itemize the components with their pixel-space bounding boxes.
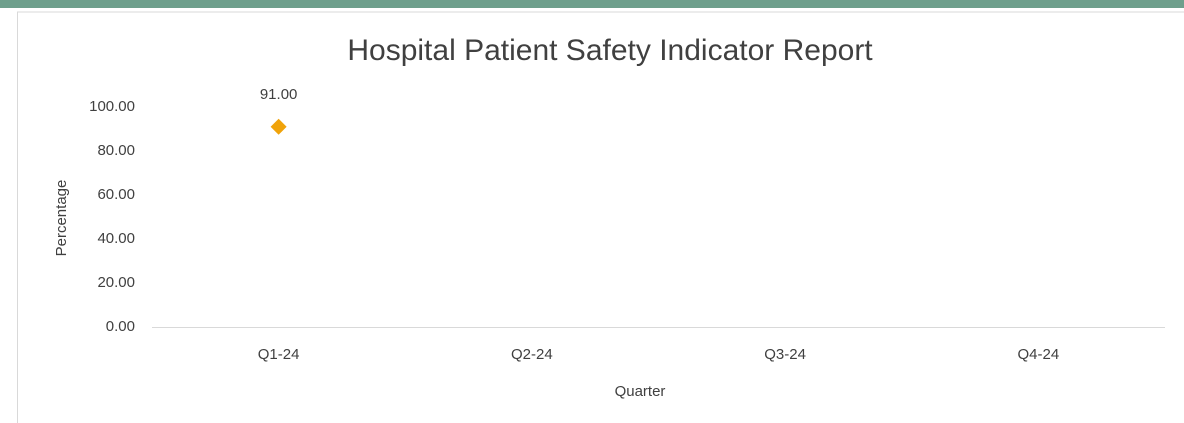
top-bar bbox=[0, 0, 1184, 8]
marker bbox=[270, 118, 287, 135]
y-tick-label: 0.00 bbox=[106, 318, 135, 335]
x-axis-label: Quarter bbox=[615, 383, 666, 400]
x-tick-label: Q4-24 bbox=[1018, 346, 1060, 363]
x-tick-label: Q2-24 bbox=[511, 346, 553, 363]
y-axis-label: Percentage bbox=[53, 180, 70, 257]
chart-title: Hospital Patient Safety Indicator Report bbox=[347, 34, 873, 67]
y-tick-label: 20.00 bbox=[97, 274, 135, 291]
y-tick-label: 100.00 bbox=[89, 98, 135, 115]
y-tick-label: 60.00 bbox=[97, 186, 135, 203]
x-tick-label: Q1-24 bbox=[258, 346, 300, 363]
x-tick-label: Q3-24 bbox=[764, 346, 806, 363]
y-tick-label: 40.00 bbox=[97, 230, 135, 247]
data-label: 91.00 bbox=[260, 86, 298, 103]
y-tick-label: 80.00 bbox=[97, 142, 135, 159]
